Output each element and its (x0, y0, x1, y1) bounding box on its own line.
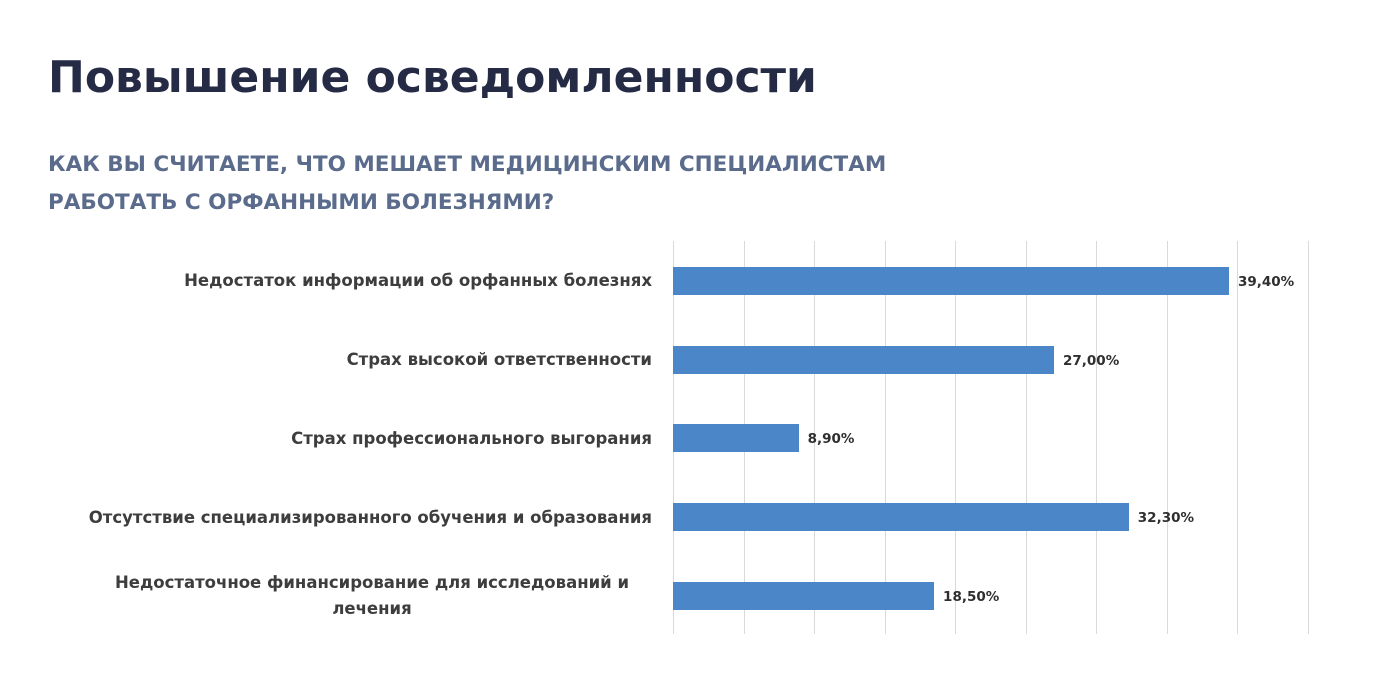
gridline (885, 241, 886, 634)
gridline (1026, 241, 1027, 634)
value-label: 18,50% (943, 589, 1000, 605)
bar (673, 346, 1054, 374)
bar (673, 424, 799, 452)
category-label: Отсутствие специализированного обучения … (88, 508, 652, 527)
gridline (1096, 241, 1097, 634)
gridline (955, 241, 956, 634)
gridline (1167, 241, 1168, 634)
category-label: Недостаточное финансирование для исследо… (114, 573, 630, 618)
category-label: Страх высокой ответственности (346, 350, 652, 369)
bar (673, 267, 1229, 295)
value-label: 32,30% (1137, 510, 1195, 526)
page-title: Повышение осведомленности (48, 52, 817, 103)
category-label: Недостаток информации об орфанных болезн… (184, 271, 652, 290)
value-label: 27,00% (1063, 353, 1120, 369)
category-label: Страх профессионального выгорания (291, 429, 652, 448)
gridline (814, 241, 815, 634)
gridline (1308, 241, 1309, 634)
value-label: 8,90% (807, 431, 855, 447)
bar (673, 582, 935, 610)
chart-question: КАК ВЫ СЧИТАЕТЕ, ЧТО МЕШАЕТ МЕДИЦИНСКИМ … (48, 152, 887, 215)
gridline (1237, 241, 1238, 634)
bar (673, 503, 1129, 531)
value-label: 39,40% (1237, 274, 1295, 290)
